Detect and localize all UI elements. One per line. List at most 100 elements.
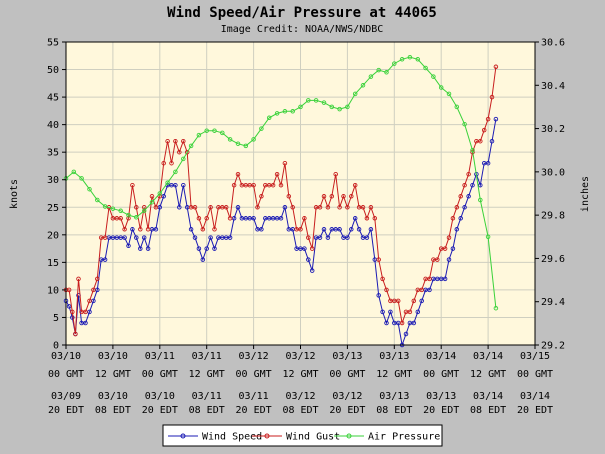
data-point-wind-gust [446, 235, 452, 240]
x-tick-label-gmt-time: 12 GMT [95, 369, 131, 380]
data-point-wind-gust [282, 160, 288, 166]
data-point-wind-gust [349, 194, 354, 199]
data-point-wind-gust [192, 205, 198, 210]
x-tick-label-gmt-date: 03/14 [473, 351, 503, 362]
data-point-wind-gust [122, 227, 127, 232]
data-point-wind-speed [126, 243, 131, 249]
data-point-air-pressure [462, 121, 467, 127]
data-point-wind-gust [411, 298, 417, 304]
chart-subtitle: Image Credit: NOAA/NWS/NDBC [221, 24, 384, 35]
y-tick-label-left: 55 [47, 38, 59, 49]
data-point-wind-speed [200, 257, 206, 262]
data-point-wind-gust [196, 216, 202, 221]
data-point-wind-gust [376, 257, 381, 262]
data-point-wind-speed [493, 116, 499, 122]
data-point-air-pressure [188, 143, 194, 149]
data-point-wind-speed [309, 268, 315, 273]
data-point-wind-gust [223, 205, 229, 210]
data-point-wind-speed [208, 235, 213, 240]
data-point-wind-speed [337, 227, 342, 232]
data-point-air-pressure [266, 115, 272, 121]
data-point-wind-gust [173, 138, 178, 144]
data-point-wind-speed [66, 304, 72, 309]
x-tick-label-gmt-time: 00 GMT [48, 369, 84, 380]
data-point-air-pressure [173, 169, 178, 175]
series-layer [63, 54, 499, 348]
y-axis-right: 29.2 29.4 29.6 29.8 30.0 30.2 30.4 30.6 [535, 38, 565, 352]
data-point-air-pressure [392, 61, 397, 66]
data-point-air-pressure [415, 57, 421, 62]
y-tick-label-right: 29.2 [541, 341, 565, 352]
data-point-wind-gust [118, 216, 123, 221]
data-point-wind-gust [317, 205, 323, 210]
y-tick-label-left: 5 [53, 313, 59, 324]
x-tick-label-edt-date: 03/13 [379, 391, 409, 402]
data-point-air-pressure [470, 147, 475, 153]
x-tick-label-gmt-time: 12 GMT [282, 369, 318, 380]
data-point-wind-gust [177, 149, 182, 155]
data-point-air-pressure [243, 143, 249, 149]
series-line-wind-gust [66, 66, 497, 335]
data-point-wind-gust [384, 287, 389, 293]
y-tick-label-left: 0 [53, 341, 59, 352]
x-tick-label-gmt-time: 12 GMT [189, 369, 225, 380]
data-point-air-pressure [478, 197, 483, 203]
x-tick-label-edt-date: 03/13 [426, 391, 456, 402]
data-point-wind-gust [462, 182, 467, 188]
data-point-wind-gust [73, 331, 78, 337]
data-point-wind-speed [458, 216, 463, 221]
data-point-wind-speed [450, 246, 456, 251]
y-tick-label-left: 35 [47, 148, 59, 159]
x-tick-label-gmt-date: 03/10 [51, 351, 81, 362]
x-tick-label-gmt-time: 00 GMT [329, 369, 365, 380]
data-point-wind-speed [173, 182, 178, 188]
legend-label-wind-speed: Wind Speed [202, 432, 262, 443]
data-point-wind-gust [161, 160, 166, 166]
data-point-air-pressure [141, 208, 147, 214]
data-point-wind-speed [141, 235, 147, 240]
data-point-wind-gust [485, 116, 491, 122]
data-point-air-pressure [110, 206, 116, 211]
x-tick-label-edt-time: 08 EDT [189, 405, 225, 416]
y-tick-label-right: 29.4 [541, 297, 565, 308]
data-point-wind-speed [134, 235, 139, 240]
data-point-wind-speed [489, 138, 495, 144]
data-point-air-pressure [431, 74, 436, 79]
data-point-air-pressure [493, 305, 499, 311]
chart-title: Wind Speed/Air Pressure at 44065 [167, 5, 437, 21]
x-tick-label-edt-date: 03/11 [239, 391, 269, 402]
data-point-wind-gust [149, 194, 155, 199]
data-point-air-pressure [126, 212, 131, 218]
data-point-wind-speed [442, 276, 448, 282]
data-point-air-pressure [165, 180, 170, 185]
data-point-wind-gust [399, 320, 405, 326]
data-point-air-pressure [87, 186, 92, 192]
data-point-wind-speed [278, 216, 284, 221]
data-point-air-pressure [337, 106, 342, 112]
x-tick-label-edt-time: 20 EDT [236, 405, 272, 416]
data-point-air-pressure [329, 104, 335, 110]
data-point-wind-gust [66, 287, 72, 293]
data-point-wind-speed [388, 309, 393, 315]
data-point-wind-gust [231, 182, 237, 188]
x-tick-label-gmt-time: 00 GMT [236, 369, 272, 380]
y-tick-label-left: 15 [47, 258, 59, 269]
data-point-wind-speed [415, 309, 421, 315]
data-point-air-pressure [399, 57, 405, 62]
data-point-wind-gust [325, 205, 331, 210]
data-point-wind-gust [298, 227, 303, 232]
x-tick-label-edt-time: 08 EDT [282, 405, 318, 416]
x-tick-label-gmt-time: 12 GMT [470, 369, 506, 380]
data-point-wind-speed [411, 320, 417, 326]
data-point-wind-speed [470, 182, 475, 188]
data-point-wind-gust [478, 138, 483, 144]
data-point-wind-gust [302, 216, 307, 221]
data-point-wind-speed [70, 315, 75, 320]
data-point-air-pressure [79, 176, 84, 181]
y-tick-label-right: 30.0 [541, 167, 565, 178]
y-tick-label-left: 10 [47, 285, 59, 296]
data-point-air-pressure [423, 65, 428, 71]
legend-marker-wind-speed [180, 433, 186, 439]
data-point-wind-gust [329, 194, 335, 199]
x-tick-label-gmt-date: 03/12 [285, 351, 315, 362]
